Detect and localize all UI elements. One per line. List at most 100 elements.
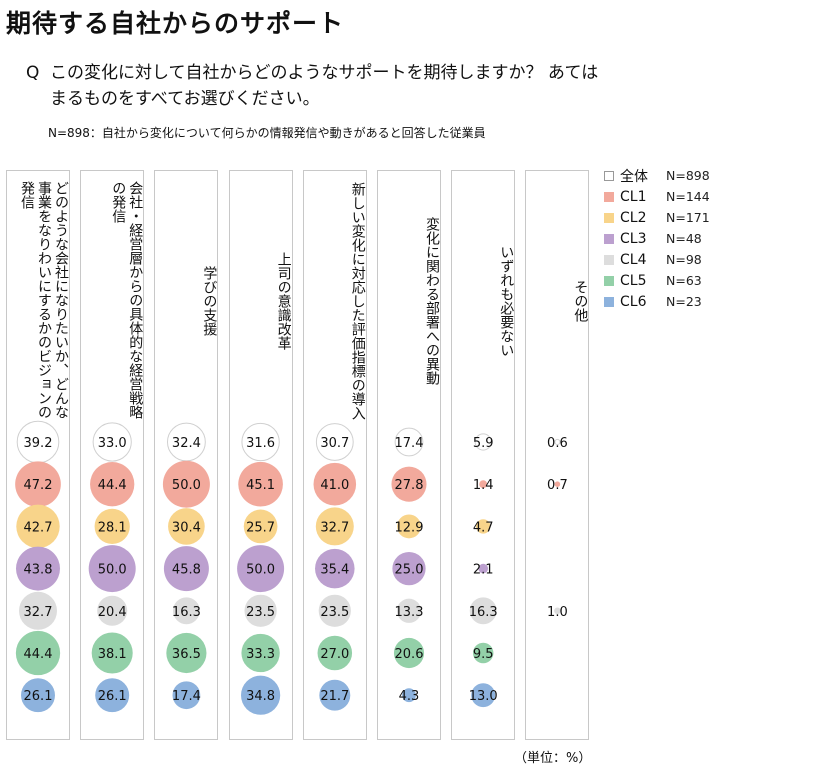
legend-swatch (604, 212, 614, 223)
legend-name: CL5 (620, 272, 647, 289)
value-label: 47.2 (24, 478, 53, 493)
question-mark: Q (26, 63, 40, 83)
category-label: 学びの支援 (201, 266, 218, 336)
category-column: いずれも必要ない (451, 170, 516, 740)
value-label: 25.7 (246, 520, 275, 535)
legend-sample-size: N=171 (666, 210, 710, 225)
category-label: 新しい変化に対応した評価指標の導入 (349, 182, 366, 420)
value-label: 26.1 (98, 689, 127, 704)
value-label: 2.1 (473, 563, 494, 578)
bubble-cl3 (16, 546, 60, 591)
legend-item: CL4 N=98 (604, 249, 710, 270)
bubble-cl6 (471, 683, 496, 708)
bubble-cl6 (402, 688, 416, 703)
bubble-cl1 (90, 462, 135, 507)
value-label: 50.0 (98, 563, 127, 578)
value-label: 5.9 (473, 436, 494, 451)
value-label: 16.3 (469, 605, 498, 620)
value-label: 30.4 (172, 520, 201, 535)
bubble-cl4 (18, 591, 58, 630)
bubble-cl2 (315, 507, 354, 546)
bubble-cl4 (554, 607, 561, 615)
legend: 全体 N=898 CL1 N=144 CL2 N=171 CL3 N=48 CL4 N=98 CL5… (604, 165, 710, 312)
value-label: 32.7 (24, 605, 53, 620)
bubble-cl4 (469, 597, 497, 625)
value-label: 38.1 (98, 647, 127, 662)
legend-name: 全体 (620, 168, 648, 185)
legend-item: 全体 N=898 (604, 165, 710, 186)
question-text: この変化に対して自社からどのようなサポートを期待しますか？ あてはまるものをすべ… (50, 63, 599, 109)
category-label: 上司の意識改革 (275, 252, 292, 350)
value-label: 4.3 (399, 689, 420, 704)
bubble-cl6 (95, 678, 130, 713)
bubble-cl3 (478, 563, 489, 574)
value-label: 45.1 (246, 478, 275, 493)
category-column: 上司の意識改革 (228, 170, 293, 740)
value-label: 12.9 (395, 520, 424, 535)
value-label: 50.0 (246, 563, 275, 578)
value-label: 50.0 (172, 478, 201, 493)
legend-swatch (604, 296, 614, 307)
value-label: 31.6 (246, 436, 275, 451)
category-label: その他 (572, 280, 589, 322)
legend-sample-size: N=23 (666, 294, 702, 309)
value-label: 13.3 (395, 605, 424, 620)
value-label: 13.0 (469, 689, 498, 704)
value-label: 21.7 (320, 689, 349, 704)
legend-swatch (604, 275, 614, 286)
bubble-cl4 (97, 595, 128, 626)
bubble-cl5 (393, 637, 425, 669)
bubble-cl5 (166, 632, 207, 674)
bubble-cl2 (16, 504, 60, 549)
legend-item: CL5 N=63 (604, 270, 710, 291)
value-label: 33.3 (246, 647, 275, 662)
category-column: その他 (525, 170, 590, 740)
bubble-全体 (474, 433, 492, 451)
value-label: 43.8 (24, 563, 53, 578)
category-label: 会社・経営層からの具体的な経営戦略の発信 (110, 181, 144, 419)
value-label: 1.4 (473, 478, 494, 493)
value-label: 17.4 (395, 436, 424, 451)
legend-swatch (604, 191, 614, 202)
legend-sample-size: N=898 (666, 168, 710, 183)
bubble-cl3 (88, 545, 136, 593)
bubble-cl6 (21, 678, 55, 713)
bubble-全体 (554, 438, 561, 446)
value-label: 1.0 (547, 605, 568, 620)
bubble-cl4 (244, 594, 277, 627)
legend-name: CL4 (620, 251, 647, 268)
category-label: 変化に関わる部署への異動 (424, 217, 440, 385)
value-label: 0.6 (547, 436, 568, 451)
legend-name: CL1 (620, 188, 647, 205)
bubble-cl5 (91, 632, 133, 674)
bubble-cl4 (318, 594, 351, 627)
legend-item: CL1 N=144 (604, 186, 710, 207)
category-column: 会社・経営層からの具体的な経営戦略の発信 (80, 170, 145, 740)
bubble-cl3 (315, 548, 355, 589)
bubble-cl2 (475, 519, 491, 534)
bubble-cl1 (15, 461, 61, 508)
legend-sample-size: N=48 (666, 231, 702, 246)
bubble-全体 (394, 427, 424, 457)
bubble-cl4 (396, 598, 422, 623)
legend-sample-size: N=98 (666, 252, 702, 267)
legend-name: CL2 (620, 209, 647, 226)
value-label: 20.6 (395, 647, 424, 662)
value-label: 20.4 (98, 605, 127, 620)
bubble-cl5 (15, 630, 61, 676)
legend-name: CL6 (620, 293, 647, 310)
value-label: 39.2 (24, 436, 53, 451)
bubble-cl4 (172, 597, 200, 625)
value-label: 16.3 (172, 605, 201, 620)
category-column: どのような会社になりたいか、どんな事業をなりわいにするかのビジョンの発信 (6, 170, 70, 740)
category-label: いずれも必要ない (498, 245, 515, 357)
bubble-cl1 (479, 480, 488, 489)
legend-item: CL3 N=48 (604, 228, 710, 249)
bubble-全体 (315, 423, 354, 461)
category-label: どのような会社になりたいか、どんな事業をなりわいにするかのビジョンの発信 (19, 181, 69, 419)
legend-item: CL2 N=171 (604, 207, 710, 228)
legend-name: CL3 (620, 230, 647, 247)
bubble-cl1 (238, 461, 283, 507)
bubble-全体 (92, 422, 132, 462)
legend-sample-size: N=144 (666, 189, 710, 204)
